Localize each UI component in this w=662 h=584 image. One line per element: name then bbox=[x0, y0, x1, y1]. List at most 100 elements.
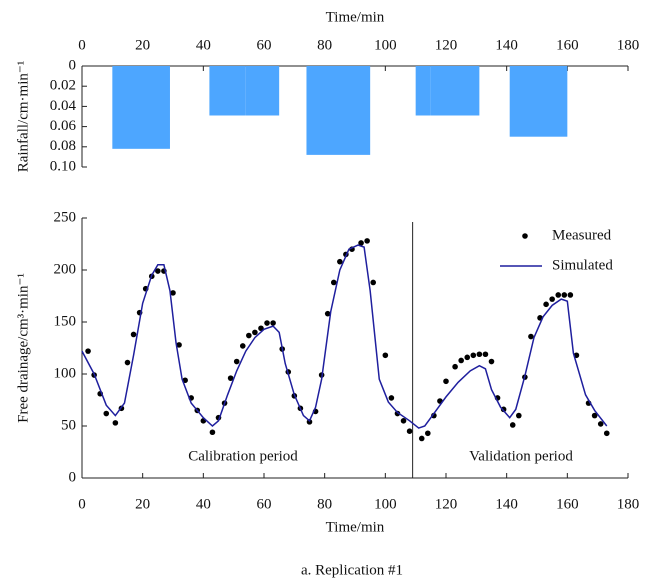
measured-point bbox=[567, 292, 574, 298]
measured-point bbox=[425, 430, 431, 437]
y-tick-label: 150 bbox=[54, 313, 77, 329]
x-tick-label: 0 bbox=[78, 496, 86, 512]
legend-label: Simulated bbox=[552, 257, 613, 273]
measured-point bbox=[112, 420, 119, 426]
measured-point bbox=[155, 268, 161, 274]
measured-point bbox=[543, 301, 549, 308]
legend-label: Measured bbox=[552, 227, 612, 243]
measured-point bbox=[509, 422, 516, 428]
measured-point bbox=[561, 292, 568, 298]
annotation: Calibration period bbox=[188, 448, 298, 464]
measured-point bbox=[176, 342, 182, 348]
x-tick-label: 180 bbox=[617, 37, 640, 53]
x-tick-label: 20 bbox=[135, 37, 150, 53]
x-tick-label: 120 bbox=[435, 37, 458, 53]
measured-point bbox=[418, 435, 425, 442]
measured-point bbox=[270, 320, 276, 326]
y-axis-label: Rainfall/cm·min⁻¹ bbox=[15, 61, 31, 173]
measured-point bbox=[516, 412, 522, 419]
rain-bar bbox=[306, 66, 371, 155]
measured-point bbox=[555, 292, 562, 298]
measured-point bbox=[488, 358, 495, 365]
measured-point bbox=[170, 290, 176, 296]
x-tick-label: 60 bbox=[257, 496, 272, 512]
simulated-line bbox=[81, 244, 608, 429]
y-tick-label: 0.02 bbox=[50, 78, 76, 94]
measured-point bbox=[130, 331, 137, 338]
x-tick-label: 160 bbox=[556, 37, 579, 53]
measured-point bbox=[264, 320, 270, 326]
y-tick-label: 250 bbox=[54, 209, 77, 225]
x-tick-label: 140 bbox=[495, 37, 518, 53]
rain-bar bbox=[209, 66, 246, 116]
annotation: Validation period bbox=[469, 448, 573, 464]
measured-point bbox=[382, 352, 389, 359]
caption: a. Replication #1 bbox=[301, 562, 403, 578]
measured-point bbox=[85, 348, 91, 354]
measured-point bbox=[591, 412, 598, 419]
measured-point bbox=[209, 429, 216, 436]
x-axis-label: Time/min bbox=[326, 9, 385, 25]
measured-point bbox=[358, 240, 364, 246]
measured-point bbox=[337, 258, 343, 265]
legend-marker bbox=[522, 233, 528, 239]
measured-point bbox=[464, 354, 471, 361]
x-tick-label: 100 bbox=[374, 37, 397, 53]
y-tick-label: 50 bbox=[61, 417, 76, 433]
measured-point bbox=[482, 351, 489, 358]
x-tick-label: 60 bbox=[257, 37, 272, 53]
measured-point bbox=[364, 238, 370, 244]
y-tick-label: 100 bbox=[54, 365, 77, 381]
measured-point bbox=[476, 351, 483, 358]
y-tick-label: 0.04 bbox=[50, 98, 77, 114]
y-tick-label: 0 bbox=[69, 469, 77, 485]
y-tick-label: 200 bbox=[54, 261, 77, 277]
x-tick-label: 40 bbox=[196, 37, 211, 53]
measured-point bbox=[452, 363, 458, 370]
measured-point bbox=[458, 357, 464, 364]
measured-point bbox=[124, 359, 131, 366]
measured-point bbox=[239, 343, 246, 349]
measured-point bbox=[549, 296, 555, 302]
measured-point bbox=[400, 418, 407, 424]
measured-point bbox=[258, 325, 264, 332]
measured-point bbox=[330, 279, 337, 286]
x-tick-label: 80 bbox=[317, 37, 332, 53]
measured-point bbox=[443, 378, 449, 385]
rain-bar bbox=[245, 66, 280, 116]
measured-point bbox=[406, 428, 413, 435]
x-tick-label: 120 bbox=[435, 496, 458, 512]
rain-bar bbox=[112, 66, 170, 149]
measured-point bbox=[246, 332, 252, 339]
x-tick-label: 80 bbox=[317, 496, 332, 512]
measured-point bbox=[394, 410, 401, 417]
measured-point bbox=[528, 333, 534, 340]
measured-point bbox=[227, 375, 234, 381]
measured-point bbox=[370, 279, 377, 286]
y-tick-label: 0.08 bbox=[50, 138, 76, 154]
rain-bar bbox=[415, 66, 431, 116]
measured-point bbox=[103, 410, 110, 417]
x-tick-label: 40 bbox=[196, 496, 211, 512]
x-tick-label: 160 bbox=[556, 496, 579, 512]
x-tick-label: 20 bbox=[135, 496, 150, 512]
x-axis-label: Time/min bbox=[326, 519, 385, 535]
measured-point bbox=[500, 406, 507, 413]
y-tick-label: 0.10 bbox=[50, 158, 76, 174]
rain-bar bbox=[509, 66, 568, 137]
x-tick-label: 0 bbox=[78, 37, 86, 53]
x-tick-label: 140 bbox=[495, 496, 518, 512]
y-tick-label: 0.06 bbox=[50, 118, 77, 134]
measured-point bbox=[470, 352, 477, 359]
y-axis-label: Free drainage/cm³·min⁻¹ bbox=[15, 273, 31, 423]
x-tick-label: 100 bbox=[374, 496, 397, 512]
measured-point bbox=[252, 329, 258, 336]
rain-bar bbox=[430, 66, 480, 116]
x-tick-label: 180 bbox=[617, 496, 640, 512]
measured-point bbox=[324, 310, 331, 317]
measured-point bbox=[597, 421, 604, 427]
measured-point bbox=[603, 430, 610, 437]
y-tick-label: 0 bbox=[69, 57, 77, 73]
measured-point bbox=[388, 395, 395, 401]
